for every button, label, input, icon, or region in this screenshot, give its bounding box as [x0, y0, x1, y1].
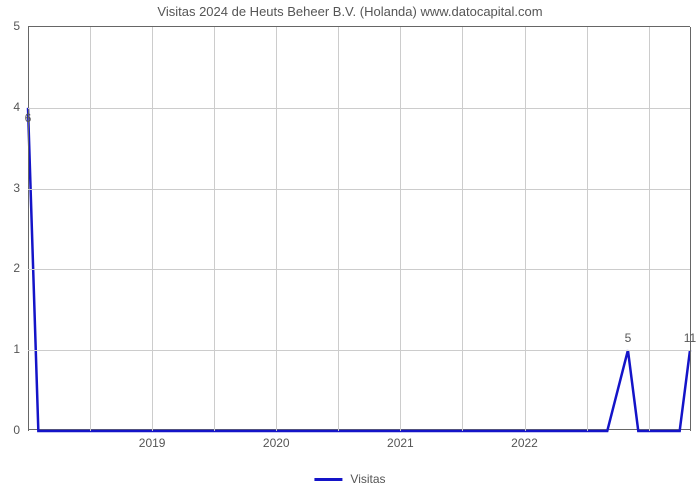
- gridline-vertical: [338, 27, 339, 431]
- value-label: 11: [684, 331, 696, 345]
- plot-area: [28, 26, 690, 430]
- x-tick-label: 2019: [139, 436, 166, 450]
- y-tick-label: 1: [0, 342, 20, 356]
- gridline-vertical: [400, 27, 401, 431]
- gridline-vertical: [28, 27, 29, 431]
- x-tick-label: 2020: [263, 436, 290, 450]
- y-tick-label: 3: [0, 181, 20, 195]
- value-label: 5: [625, 331, 632, 345]
- gridline-vertical: [90, 27, 91, 431]
- legend: Visitas: [314, 472, 385, 486]
- y-tick-label: 5: [0, 19, 20, 33]
- chart-title: Visitas 2024 de Heuts Beheer B.V. (Holan…: [0, 4, 700, 19]
- y-tick-label: 2: [0, 261, 20, 275]
- gridline-vertical: [214, 27, 215, 431]
- value-label: 6: [25, 111, 32, 125]
- legend-swatch: [314, 478, 342, 481]
- gridline-vertical: [525, 27, 526, 431]
- gridline-horizontal: [28, 269, 690, 270]
- legend-label: Visitas: [350, 472, 385, 486]
- gridline-vertical: [690, 27, 691, 431]
- gridline-vertical: [276, 27, 277, 431]
- y-tick-label: 4: [0, 100, 20, 114]
- x-tick-label: 2021: [387, 436, 414, 450]
- gridline-horizontal: [28, 350, 690, 351]
- y-tick-label: 0: [0, 423, 20, 437]
- gridline-vertical: [649, 27, 650, 431]
- gridline-vertical: [462, 27, 463, 431]
- chart-container: Visitas 2024 de Heuts Beheer B.V. (Holan…: [0, 0, 700, 500]
- gridline-horizontal: [28, 108, 690, 109]
- x-tick-label: 2022: [511, 436, 538, 450]
- gridline-vertical: [587, 27, 588, 431]
- gridline-horizontal: [28, 189, 690, 190]
- gridline-vertical: [152, 27, 153, 431]
- line-series: [28, 27, 690, 431]
